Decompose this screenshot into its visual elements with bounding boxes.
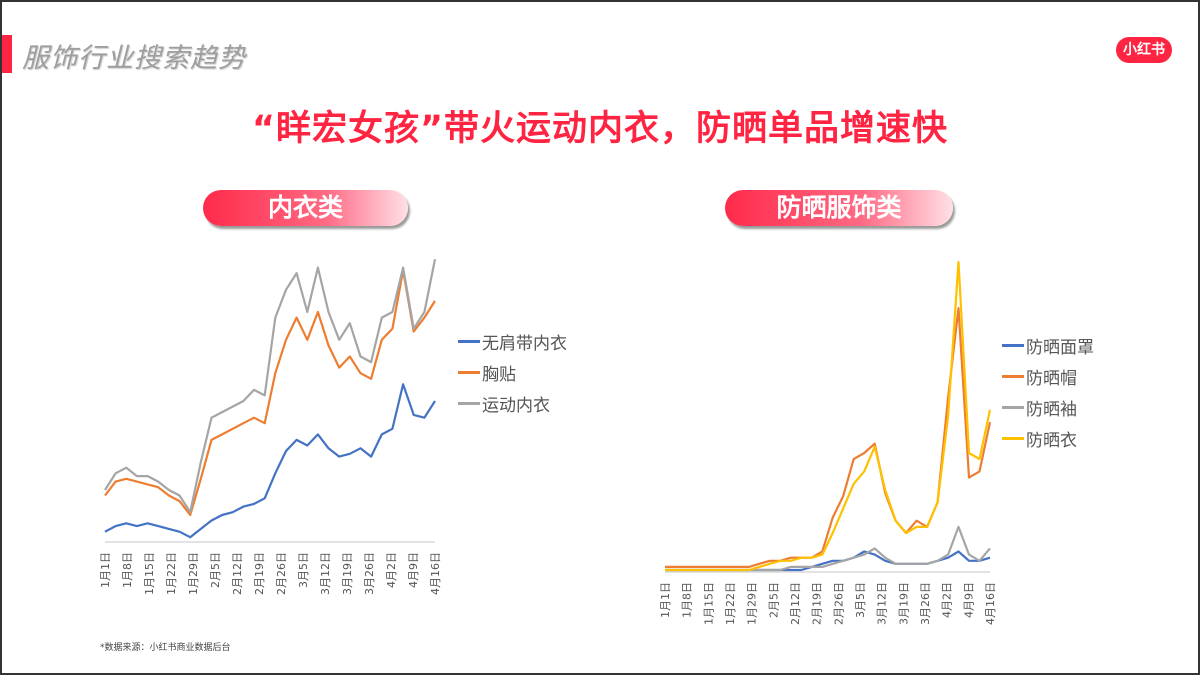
legend-swatch-icon (1002, 375, 1024, 378)
series-line-2 (104, 258, 437, 514)
legend-swatch-icon (1002, 437, 1024, 440)
legend-item: 防晒衣 (1002, 423, 1094, 454)
section-title: 服饰行业搜索趋势 (22, 43, 246, 74)
legend-label: 运动内衣 (482, 396, 550, 416)
underwear-trend-chart: 1月1日 1月8日 1月15日 1月22日 1月29日 2月5日 2月12日 2月19日 2月2… (99, 258, 442, 595)
series-line-0 (104, 383, 436, 539)
x-tick-label: 4月9日 (962, 582, 975, 618)
legend-item: 无肩带内衣 (458, 326, 567, 357)
legend-swatch-icon (1002, 406, 1024, 409)
x-tick-label: 1月15日 (143, 552, 156, 595)
x-tick-label: 2月5日 (209, 552, 222, 588)
data-source-note: *数据来源：小红书商业数据后台 (100, 643, 231, 653)
x-tick-label: 3月19日 (897, 582, 910, 625)
sun-protection-trend-chart: 1月1日 1月8日 1月15日 1月22日 1月29日 2月5日 2月12日 2月19日 2月2… (659, 260, 997, 625)
x-tick-label: 4月2日 (941, 582, 954, 618)
legend-item: 防晒面罩 (1002, 330, 1094, 361)
x-tick-label: 3月19日 (341, 552, 354, 595)
x-tick-label: 3月5日 (854, 582, 867, 618)
legend-label: 防晒面罩 (1026, 338, 1094, 358)
x-tick-label: 3月26日 (363, 552, 376, 595)
legend-swatch-icon (458, 402, 480, 405)
x-tick-label: 1月8日 (681, 582, 694, 618)
legend-label: 防晒帽 (1026, 369, 1077, 389)
legend-label: 无肩带内衣 (482, 334, 567, 354)
x-tick-label: 1月15日 (702, 582, 715, 625)
x-tick-label: 2月19日 (253, 552, 266, 595)
legend-item: 防晒帽 (1002, 361, 1094, 392)
category-label-underwear: 内衣类 (203, 190, 408, 226)
legend-swatch-icon (458, 340, 480, 343)
underwear-chart-legend: 无肩带内衣胸贴运动内衣 (458, 326, 567, 419)
x-tick-label: 4月16日 (429, 552, 442, 595)
xiaohongshu-logo: 小红书 (1116, 37, 1172, 63)
x-tick-label: 1月1日 (659, 582, 672, 618)
x-tick-label: 1月1日 (99, 552, 112, 588)
x-tick-label: 2月26日 (832, 582, 845, 625)
x-tick-label: 3月12日 (319, 552, 332, 595)
x-tick-label: 1月22日 (724, 582, 737, 625)
x-tick-label: 2月19日 (811, 582, 824, 625)
series-line-1 (665, 307, 992, 568)
x-tick-label: 2月26日 (275, 552, 288, 595)
legend-item: 防晒袖 (1002, 392, 1094, 423)
x-tick-label: 4月2日 (385, 552, 398, 588)
series-line-3 (665, 260, 992, 572)
x-tick-label: 4月9日 (407, 552, 420, 588)
x-tick-label: 1月29日 (746, 582, 759, 625)
x-tick-label: 2月12日 (789, 582, 802, 625)
legend-swatch-icon (458, 371, 480, 374)
x-tick-label: 3月5日 (297, 552, 310, 588)
legend-label: 防晒袖 (1026, 400, 1077, 420)
category-label-sun-protection: 防晒服饰类 (725, 190, 953, 226)
x-tick-label: 1月22日 (165, 552, 178, 595)
x-tick-label: 2月5日 (767, 582, 780, 618)
legend-label: 防晒衣 (1026, 431, 1077, 451)
legend-item: 胸贴 (458, 357, 567, 388)
x-tick-label: 4月16日 (984, 582, 997, 625)
headline: “眻宏女孩”带火运动内衣，防晒单品增速快 (251, 109, 948, 149)
series-line-1 (104, 269, 436, 517)
legend-swatch-icon (1002, 344, 1024, 347)
sun-protection-chart-legend: 防晒面罩防晒帽防晒袖防晒衣 (1002, 330, 1094, 454)
x-tick-label: 2月12日 (231, 552, 244, 595)
x-tick-label: 3月26日 (919, 582, 932, 625)
legend-item: 运动内衣 (458, 388, 567, 419)
legend-label: 胸贴 (482, 365, 516, 385)
x-tick-label: 3月12日 (876, 582, 889, 625)
x-tick-label: 1月29日 (187, 552, 200, 595)
section-accent-bar (2, 35, 12, 73)
x-tick-label: 1月8日 (121, 552, 134, 588)
